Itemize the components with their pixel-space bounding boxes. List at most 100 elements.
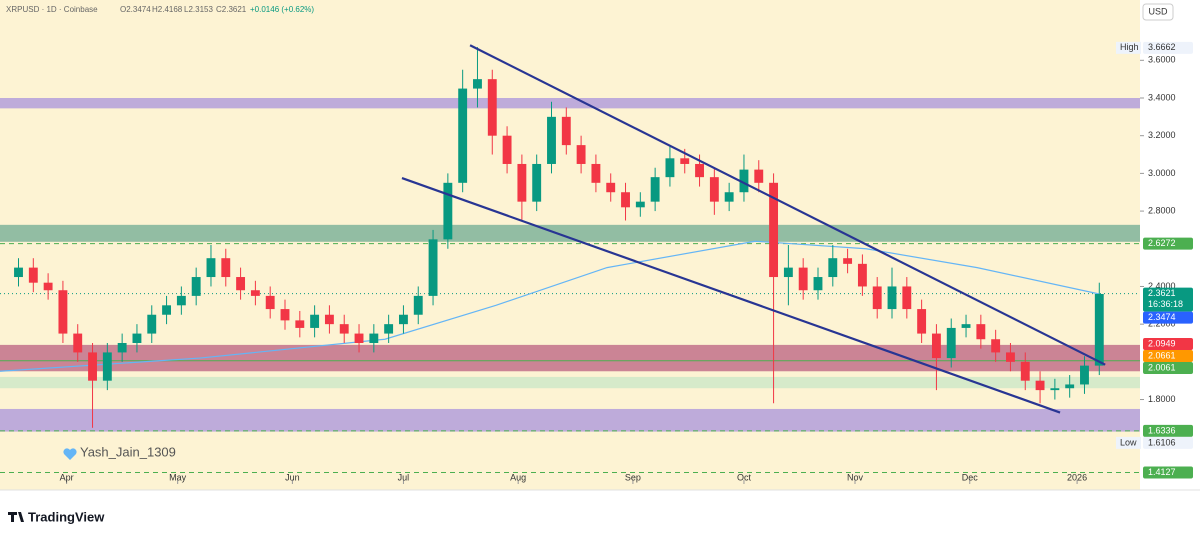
- candle-body: [739, 169, 749, 193]
- candle-body: [621, 192, 630, 208]
- price-label: 2.6272: [1148, 238, 1176, 248]
- ohlc-close: C2.3621: [216, 5, 247, 14]
- candle-body: [1035, 380, 1045, 391]
- price-label: 1.6336: [1148, 425, 1176, 435]
- candle-body: [176, 295, 186, 306]
- price-tag-box: [1116, 436, 1141, 449]
- x-tick-label: Sep: [625, 472, 641, 482]
- symbol: XRPUSD · 1D · Coinbase: [6, 5, 98, 14]
- trendline: [469, 44, 1106, 366]
- price-label-box: [1143, 349, 1193, 362]
- candle-body: [665, 158, 675, 178]
- candle-body: [561, 116, 571, 146]
- candle-body: [1080, 365, 1089, 385]
- price-label: 2.0949: [1148, 338, 1176, 348]
- price-label-box: [1143, 361, 1193, 374]
- candle-body: [413, 295, 423, 315]
- candle-body: [709, 177, 719, 202]
- x-tick-label: Jul: [398, 472, 410, 482]
- candle-body: [872, 286, 882, 310]
- currency[interactable]: USD: [1148, 6, 1168, 16]
- zone: [0, 344, 1140, 372]
- price-label-box: [1143, 436, 1193, 449]
- x-tick-label: Dec: [962, 472, 979, 482]
- price-label: 1.4127: [1148, 467, 1176, 477]
- candle-body: [517, 163, 527, 202]
- candle-body: [606, 182, 616, 193]
- candle-body: [976, 324, 986, 340]
- candle-body: [428, 239, 438, 296]
- candle-body: [250, 290, 260, 296]
- watermark-box: [12, 442, 222, 464]
- candle-body: [58, 290, 68, 334]
- price-label-box: [1143, 311, 1193, 324]
- y-tick-label: 3.2000: [1148, 130, 1176, 140]
- price-tag-box: [1116, 41, 1141, 54]
- candle-body: [147, 314, 157, 334]
- candle-body: [754, 169, 764, 183]
- candle-body: [369, 333, 379, 343]
- moving-average: [0, 240, 1100, 372]
- candle-body: [339, 324, 349, 334]
- candle-body: [887, 286, 897, 310]
- currency-button[interactable]: [1142, 3, 1174, 21]
- candle-body: [991, 339, 1001, 353]
- ohlc-open: O2.3474: [120, 5, 151, 14]
- candle-body: [73, 333, 83, 353]
- candle-body: [946, 327, 956, 359]
- x-tick-label: May: [169, 472, 187, 482]
- plot-background: [0, 0, 1140, 490]
- candle-body: [650, 177, 660, 202]
- candle-body: [28, 267, 38, 283]
- candle-body: [88, 352, 97, 381]
- candle-body: [102, 352, 112, 381]
- candle-body: [931, 333, 941, 359]
- trendline: [401, 177, 1061, 414]
- price-label-box: [1143, 424, 1193, 437]
- candle-body: [680, 158, 690, 164]
- candle-body: [206, 258, 216, 278]
- candle-body: [961, 324, 971, 328]
- candle-body: [191, 277, 201, 296]
- price-label-box: [1143, 287, 1193, 312]
- price-label: 2.3621: [1148, 288, 1176, 298]
- candle-body: [1020, 361, 1030, 381]
- candle-body: [443, 182, 453, 240]
- candle-body: [473, 79, 482, 89]
- x-tick-label: Aug: [510, 472, 526, 482]
- price-label: 2.0061: [1148, 362, 1176, 372]
- zone: [0, 98, 1140, 109]
- y-tick-label: 3.0000: [1148, 168, 1176, 178]
- plot-layer: [0, 44, 1140, 474]
- candle-body: [162, 305, 171, 315]
- candle-body: [458, 88, 468, 183]
- price-label: 1.6106: [1148, 437, 1176, 447]
- candle-body: [917, 309, 927, 334]
- y-tick-label: 3.4000: [1148, 92, 1176, 102]
- zone: [0, 408, 1140, 432]
- candle-body: [354, 333, 364, 343]
- candle-body: [221, 258, 231, 278]
- candle-body: [843, 258, 853, 264]
- candle-body: [828, 258, 838, 278]
- brand: TradingView: [28, 509, 105, 524]
- candle-body: [902, 286, 912, 310]
- price-label-countdown: 16:36:18: [1148, 299, 1183, 309]
- price-label-box: [1143, 41, 1193, 54]
- candle-body: [591, 163, 601, 183]
- ohlc-change: +0.0146 (+0.62%): [250, 5, 314, 14]
- watermark: Yash_Jain_1309: [80, 444, 176, 459]
- candle-body: [117, 343, 127, 353]
- candle-body: [783, 267, 793, 278]
- candle-body: [399, 314, 408, 325]
- candle-body: [487, 79, 497, 136]
- x-tick-label: Nov: [847, 472, 864, 482]
- candle-body: [265, 295, 275, 310]
- price-label: 2.0661: [1148, 350, 1176, 360]
- candle-body: [1094, 294, 1104, 366]
- candle-body: [532, 163, 542, 202]
- candle-body: [635, 201, 645, 208]
- x-tick-label: Oct: [737, 472, 752, 482]
- price-label: 2.3474: [1148, 312, 1176, 322]
- candle-body: [14, 267, 23, 278]
